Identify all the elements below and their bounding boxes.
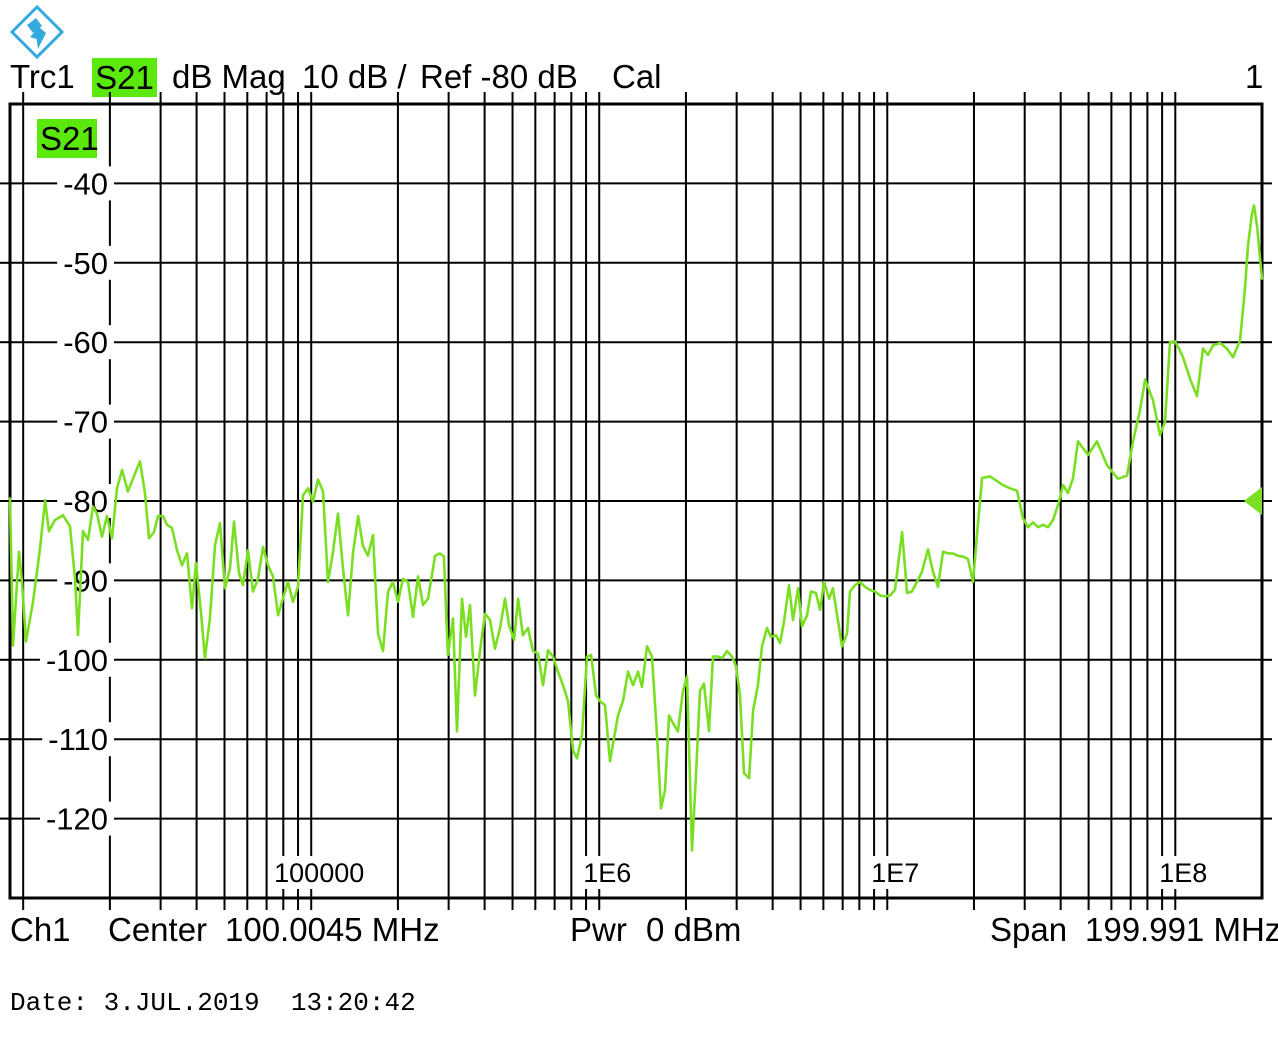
plot-trace-badge-label: S21: [40, 120, 99, 157]
center-value: 100.0045 MHz: [225, 911, 440, 948]
x-label-backdrop: [1154, 856, 1213, 889]
y-label-backdrop: [57, 563, 114, 598]
power-value: 0 dBm: [646, 911, 742, 948]
trace-number: 1: [1245, 58, 1264, 95]
y-label-backdrop: [57, 245, 114, 280]
power-label: Pwr: [570, 911, 627, 948]
x-axis-label: 1E7: [871, 858, 919, 888]
span-value: 199.991 MHz: [1085, 911, 1278, 948]
x-label-backdrop: [578, 856, 637, 889]
trace-ref-level: Ref -80 dB: [420, 58, 578, 95]
y-axis-label: -50: [63, 246, 108, 281]
y-label-backdrop: [42, 722, 114, 757]
x-axis-label: 100000: [274, 858, 364, 888]
y-label-backdrop: [57, 325, 114, 360]
x-label-backdrop: [866, 856, 925, 889]
y-axis-label: -70: [63, 405, 108, 440]
x-axis-label: 1E8: [1159, 858, 1207, 888]
rohde-schwarz-logo: [8, 3, 66, 66]
y-label-backdrop: [57, 484, 114, 518]
center-label: Center: [108, 911, 208, 948]
rohde-schwarz-logo-graphic: [9, 4, 65, 60]
span-label: Span: [990, 911, 1068, 948]
date-stamp: Date: 3.JUL.2019 13:20:42: [10, 988, 416, 1018]
y-axis-label: -120: [46, 802, 108, 837]
y-label-backdrop: [57, 166, 114, 201]
y-axis-label: -100: [46, 643, 108, 678]
y-label-backdrop: [39, 801, 114, 836]
trace-name: Trc1: [10, 58, 75, 95]
cal-indicator: Cal: [612, 58, 662, 95]
x-axis-label: 1E6: [583, 858, 631, 888]
y-axis-label: -90: [63, 563, 108, 598]
y-axis-label: -80: [63, 484, 108, 519]
y-label-backdrop: [39, 642, 114, 677]
y-axis-label: -110: [48, 722, 108, 757]
trace-format: dB Mag: [172, 58, 286, 95]
y-axis-label: -40: [63, 166, 108, 201]
x-label-backdrop: [269, 856, 370, 889]
y-label-backdrop: [57, 404, 114, 439]
channel-label: Ch1: [10, 911, 71, 948]
plot-trace-badge: [37, 119, 97, 158]
trace-scale-per-div: 10 dB /: [302, 58, 407, 95]
trace-parameter-badge: S21: [92, 58, 157, 97]
s21-trace: [8, 204, 1264, 852]
y-axis-label: -60: [63, 325, 108, 360]
reference-level-marker: [1244, 487, 1262, 515]
